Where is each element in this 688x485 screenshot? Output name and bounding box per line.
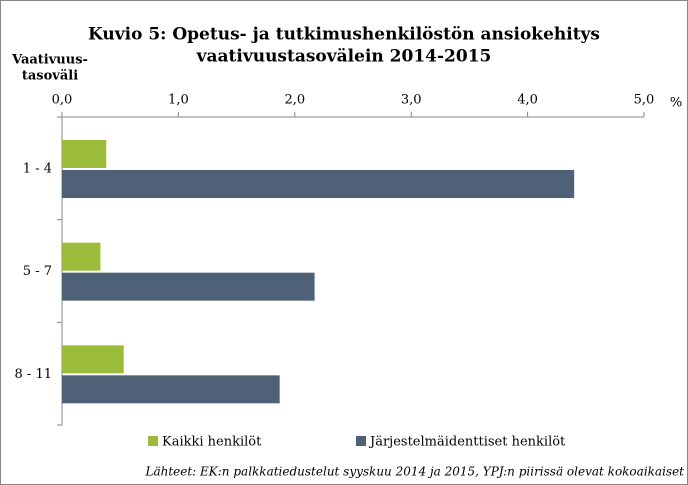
x-tick-label: 3,0 xyxy=(401,93,422,108)
y-tick-label: 5 - 7 xyxy=(23,264,52,279)
bar xyxy=(62,375,280,404)
bar xyxy=(62,140,107,168)
x-tick-label: 2,0 xyxy=(284,93,305,108)
x-tick-label: 5,0 xyxy=(634,93,655,108)
x-tick-label: 0,0 xyxy=(52,93,73,108)
y-tick-label: 1 - 4 xyxy=(23,162,52,177)
chart-title: vaativuustasovälein 2014-2015 xyxy=(196,47,492,67)
y-tick-label: 8 - 11 xyxy=(15,367,52,382)
bar xyxy=(62,345,124,374)
legend-label: Järjestelmäidenttiset henkilöt xyxy=(368,435,566,450)
y-axis-label: tasoväli xyxy=(22,69,78,84)
x-tick-label: 4,0 xyxy=(517,93,538,108)
bar xyxy=(62,242,101,271)
y-axis-label: Vaativuus- xyxy=(11,53,88,68)
x-axis-unit: % xyxy=(670,96,682,111)
x-tick-label: 1,0 xyxy=(168,93,189,108)
bar xyxy=(62,272,315,301)
chart-title: Kuvio 5: Opetus- ja tutkimushenkilöstön … xyxy=(88,25,600,45)
source-note: Lähteet: EK:n palkkatiedustelut syyskuu … xyxy=(144,465,684,479)
legend-label: Kaikki henkilöt xyxy=(162,435,262,450)
legend-swatch xyxy=(148,436,158,446)
legend-swatch xyxy=(356,436,366,446)
bar xyxy=(62,170,575,198)
